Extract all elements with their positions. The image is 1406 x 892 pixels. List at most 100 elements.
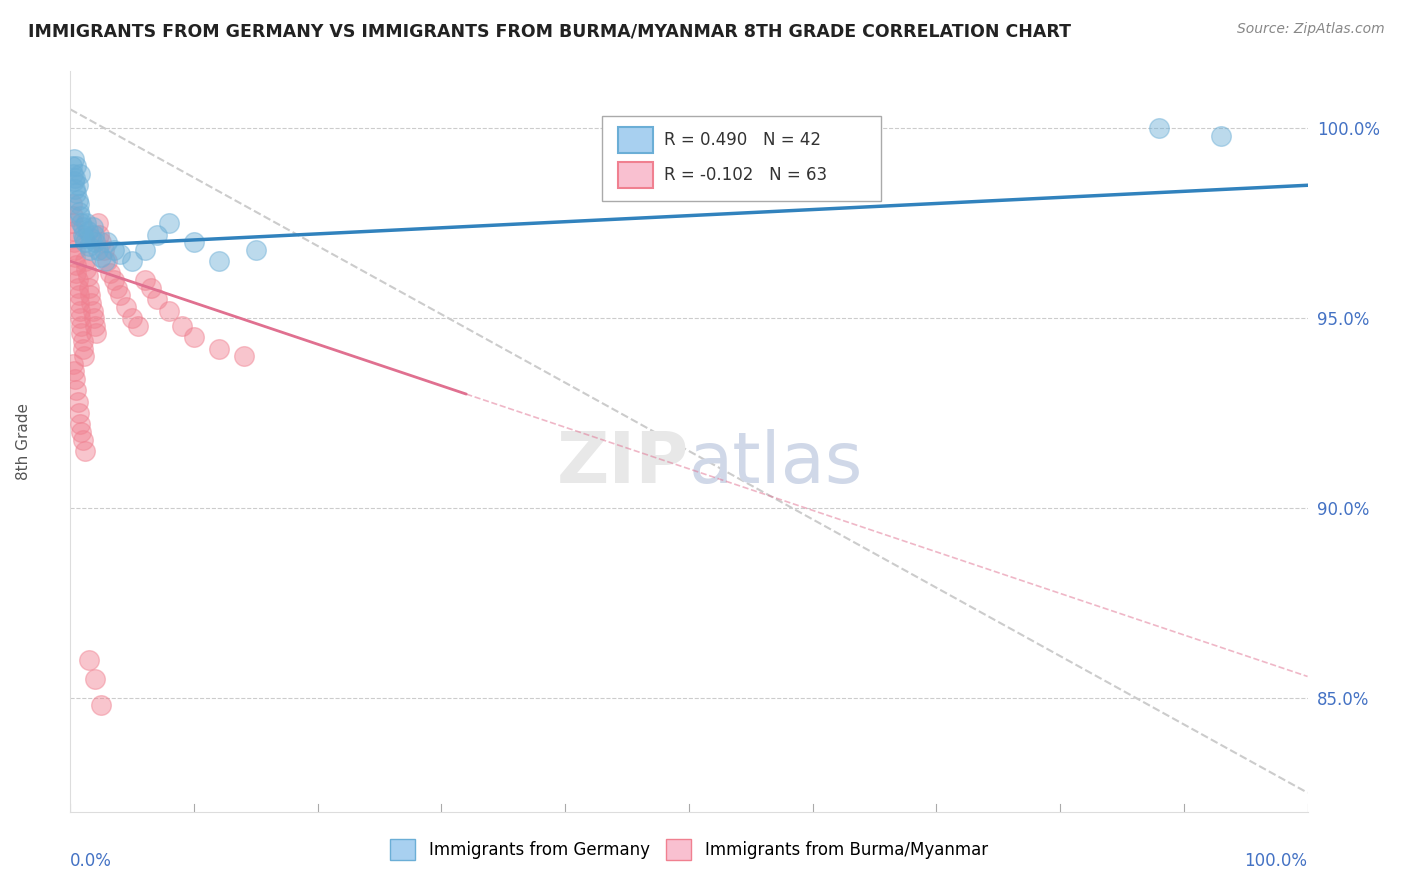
FancyBboxPatch shape [619,128,652,153]
Point [65,170,87,185]
Point [67,406,90,420]
Point [75,444,97,458]
Point [65,266,87,280]
Point [98,266,121,280]
Point [62,357,84,371]
Point [65,186,87,200]
Point [62,216,84,230]
Text: 100.0%: 100.0% [1244,853,1308,871]
Point [127,318,149,333]
Point [83,227,105,242]
Point [157,216,180,230]
Point [69,303,91,318]
Point [60,197,83,211]
Point [66,394,89,409]
Point [90,235,112,250]
Point [79,243,101,257]
Point [72,334,94,348]
Point [72,433,94,447]
Text: R = -0.102   N = 63: R = -0.102 N = 63 [664,166,827,184]
Point [96,235,118,250]
Point [72,342,94,356]
Point [157,303,180,318]
Point [90,251,112,265]
Point [65,182,87,196]
Point [121,311,143,326]
Point [86,243,108,257]
Point [63,235,86,250]
Point [183,235,205,250]
Point [77,281,100,295]
Point [208,342,231,356]
Point [75,261,97,276]
Point [76,269,98,284]
Point [63,174,86,188]
Legend: Immigrants from Germany, Immigrants from Burma/Myanmar: Immigrants from Germany, Immigrants from… [384,832,994,866]
Text: R = 0.490   N = 42: R = 0.490 N = 42 [664,131,821,149]
Text: 8th Grade: 8th Grade [15,403,31,480]
Point [1209,128,1232,143]
Point [70,318,93,333]
FancyBboxPatch shape [619,162,652,188]
Point [121,254,143,268]
Point [67,296,90,310]
Point [82,220,104,235]
Point [83,311,105,326]
Point [75,235,97,250]
Text: Source: ZipAtlas.com: Source: ZipAtlas.com [1237,22,1385,37]
Point [70,425,93,439]
FancyBboxPatch shape [602,116,880,201]
Point [103,243,125,257]
Point [73,231,96,245]
Point [63,224,86,238]
Point [75,254,97,268]
Point [70,326,93,341]
Point [73,349,96,363]
Point [82,303,104,318]
Point [67,288,90,302]
Point [84,235,107,250]
Point [86,216,108,230]
Point [72,220,94,235]
Point [65,243,87,257]
Point [67,204,90,219]
Point [62,167,84,181]
Point [69,167,91,181]
Point [79,288,101,302]
Point [69,209,91,223]
Point [66,281,89,295]
Point [183,330,205,344]
Point [80,231,103,245]
Point [65,372,87,386]
Point [60,159,83,173]
Point [77,239,100,253]
Point [93,243,115,257]
Point [63,364,86,378]
Point [84,326,107,341]
Point [94,254,117,268]
Point [139,281,162,295]
Point [208,254,231,268]
Point [105,281,128,295]
Point [66,178,89,193]
Point [87,227,110,242]
Text: IMMIGRANTS FROM GERMANY VS IMMIGRANTS FROM BURMA/MYANMAR 8TH GRADE CORRELATION C: IMMIGRANTS FROM GERMANY VS IMMIGRANTS FR… [28,22,1071,40]
Point [146,227,169,242]
Point [80,296,103,310]
Point [65,384,87,398]
Point [70,216,93,230]
Point [75,216,97,230]
Point [134,273,156,287]
Point [72,227,94,242]
Point [65,251,87,265]
Point [69,311,91,326]
Point [69,417,91,432]
Text: atlas: atlas [689,429,863,499]
Point [134,243,156,257]
Point [65,258,87,272]
Point [84,672,107,686]
Point [245,243,267,257]
Point [66,273,89,287]
Point [84,318,107,333]
Point [232,349,254,363]
